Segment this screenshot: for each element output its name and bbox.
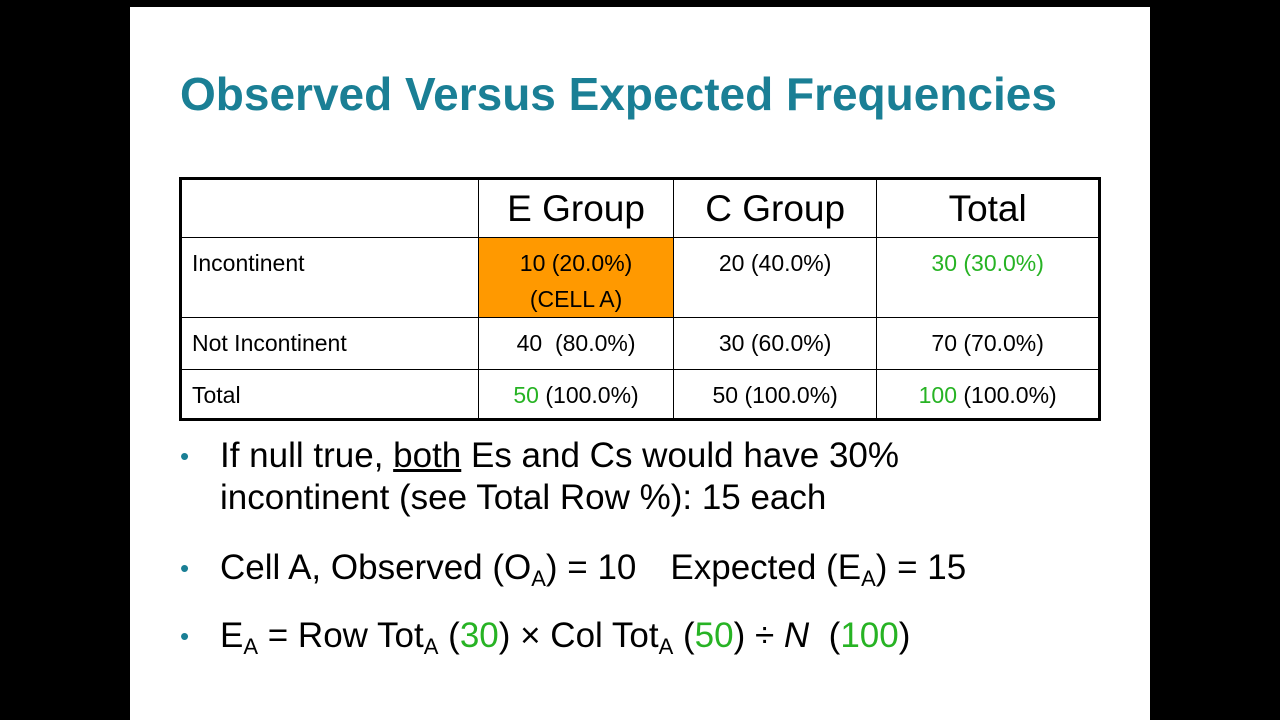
- cell-total-e-pct: (100.0%): [538, 382, 639, 408]
- bullet-null-hypothesis: • If null true, both Es and Cs would hav…: [180, 435, 1130, 519]
- table-row: Total 50 (100.0%) 50 (100.0%) 100 (100.0…: [179, 369, 1100, 420]
- formula-open-2: (: [673, 616, 695, 655]
- cell-incontinent-c: 20 (40.0%): [672, 237, 878, 318]
- formula-value-50: 50: [694, 616, 734, 655]
- cell-not-incontinent-e: 40 (80.0%): [478, 317, 674, 370]
- row-label-total: Total: [179, 369, 480, 420]
- slide: Observed Versus Expected Frequencies E G…: [130, 7, 1150, 720]
- formula-e: E: [220, 616, 244, 655]
- cell-total-total-pct: (100.0%): [956, 382, 1057, 408]
- formula-value-30: 30: [459, 616, 499, 655]
- cell-incontinent-total: 30 (30.0%): [876, 237, 1100, 318]
- row-label-not-incontinent: Not Incontinent: [179, 317, 480, 370]
- cell-a: 10 (20.0%) (CELL A): [478, 237, 674, 318]
- bullet-2-sub-2: A: [861, 566, 876, 591]
- bullet-1-text-a: If null true,: [220, 436, 394, 475]
- formula-value-100: 100: [840, 616, 899, 655]
- formula-open-3: (: [809, 616, 841, 655]
- formula-col-tot: ) × Col Tot: [498, 616, 659, 655]
- bullet-1-text-b: Es and Cs would have 30%: [461, 436, 900, 475]
- frequency-table: E Group C Group Total Incontinent 10 (20…: [179, 177, 1101, 421]
- bullet-dot-icon: •: [180, 441, 190, 471]
- bullet-dot-icon: •: [180, 553, 190, 583]
- cell-total-e-count: 50: [513, 382, 539, 408]
- bullet-cell-a: • Cell A, Observed (OA) = 10 Expected (EA…: [180, 547, 1130, 591]
- bullet-1-underlined: both: [393, 436, 462, 475]
- header-empty: [179, 178, 480, 238]
- cell-a-value: 10 (20.0%): [519, 250, 633, 276]
- formula-sub-3: A: [658, 634, 674, 659]
- cell-total-e: 50 (100.0%): [478, 369, 674, 420]
- cell-not-incontinent-total: 70 (70.0%): [876, 317, 1100, 370]
- cell-not-incontinent-c: 30 (60.0%): [672, 317, 878, 370]
- formula-sub-2: A: [423, 634, 439, 659]
- bullet-2-sub-1: A: [531, 566, 546, 591]
- table-row: Incontinent 10 (20.0%) (CELL A) 20 (40.0…: [179, 237, 1100, 318]
- bullet-2-text-d: ) = 15: [875, 548, 967, 587]
- header-c-group: C Group: [672, 178, 878, 238]
- header-e-group: E Group: [478, 178, 674, 238]
- bullet-2-text-c: Expected (E: [670, 548, 862, 587]
- formula-sub-1: A: [243, 634, 259, 659]
- row-label-incontinent: Incontinent: [179, 237, 480, 318]
- cell-total-c: 50 (100.0%): [672, 369, 878, 420]
- table-row: Not Incontinent 40 (80.0%) 30 (60.0%) 70…: [179, 317, 1100, 370]
- bullet-formula: • EA = Row TotA (30) × Col TotA (50) ÷ N…: [180, 615, 1130, 659]
- cell-total-total-count: 100: [918, 382, 957, 408]
- formula-close: ): [898, 616, 911, 655]
- formula-open-1: (: [438, 616, 460, 655]
- cell-total-total: 100 (100.0%): [876, 369, 1100, 420]
- header-total: Total: [876, 178, 1100, 238]
- bullet-1-line-2: incontinent (see Total Row %): 15 each: [220, 478, 827, 517]
- bullet-dot-icon: •: [180, 621, 190, 651]
- bullet-2-text-b: ) = 10: [545, 548, 637, 587]
- formula-divide: ) ÷: [733, 616, 784, 655]
- slide-title: Observed Versus Expected Frequencies: [180, 68, 1057, 120]
- bullet-2-text-a: Cell A, Observed (O: [220, 548, 532, 587]
- cell-a-note: (CELL A): [529, 286, 623, 312]
- bullet-list: • If null true, both Es and Cs would hav…: [180, 435, 1130, 659]
- table-header-row: E Group C Group Total: [179, 178, 1100, 238]
- formula-n: N: [783, 616, 810, 655]
- formula-row-tot: = Row Tot: [258, 616, 424, 655]
